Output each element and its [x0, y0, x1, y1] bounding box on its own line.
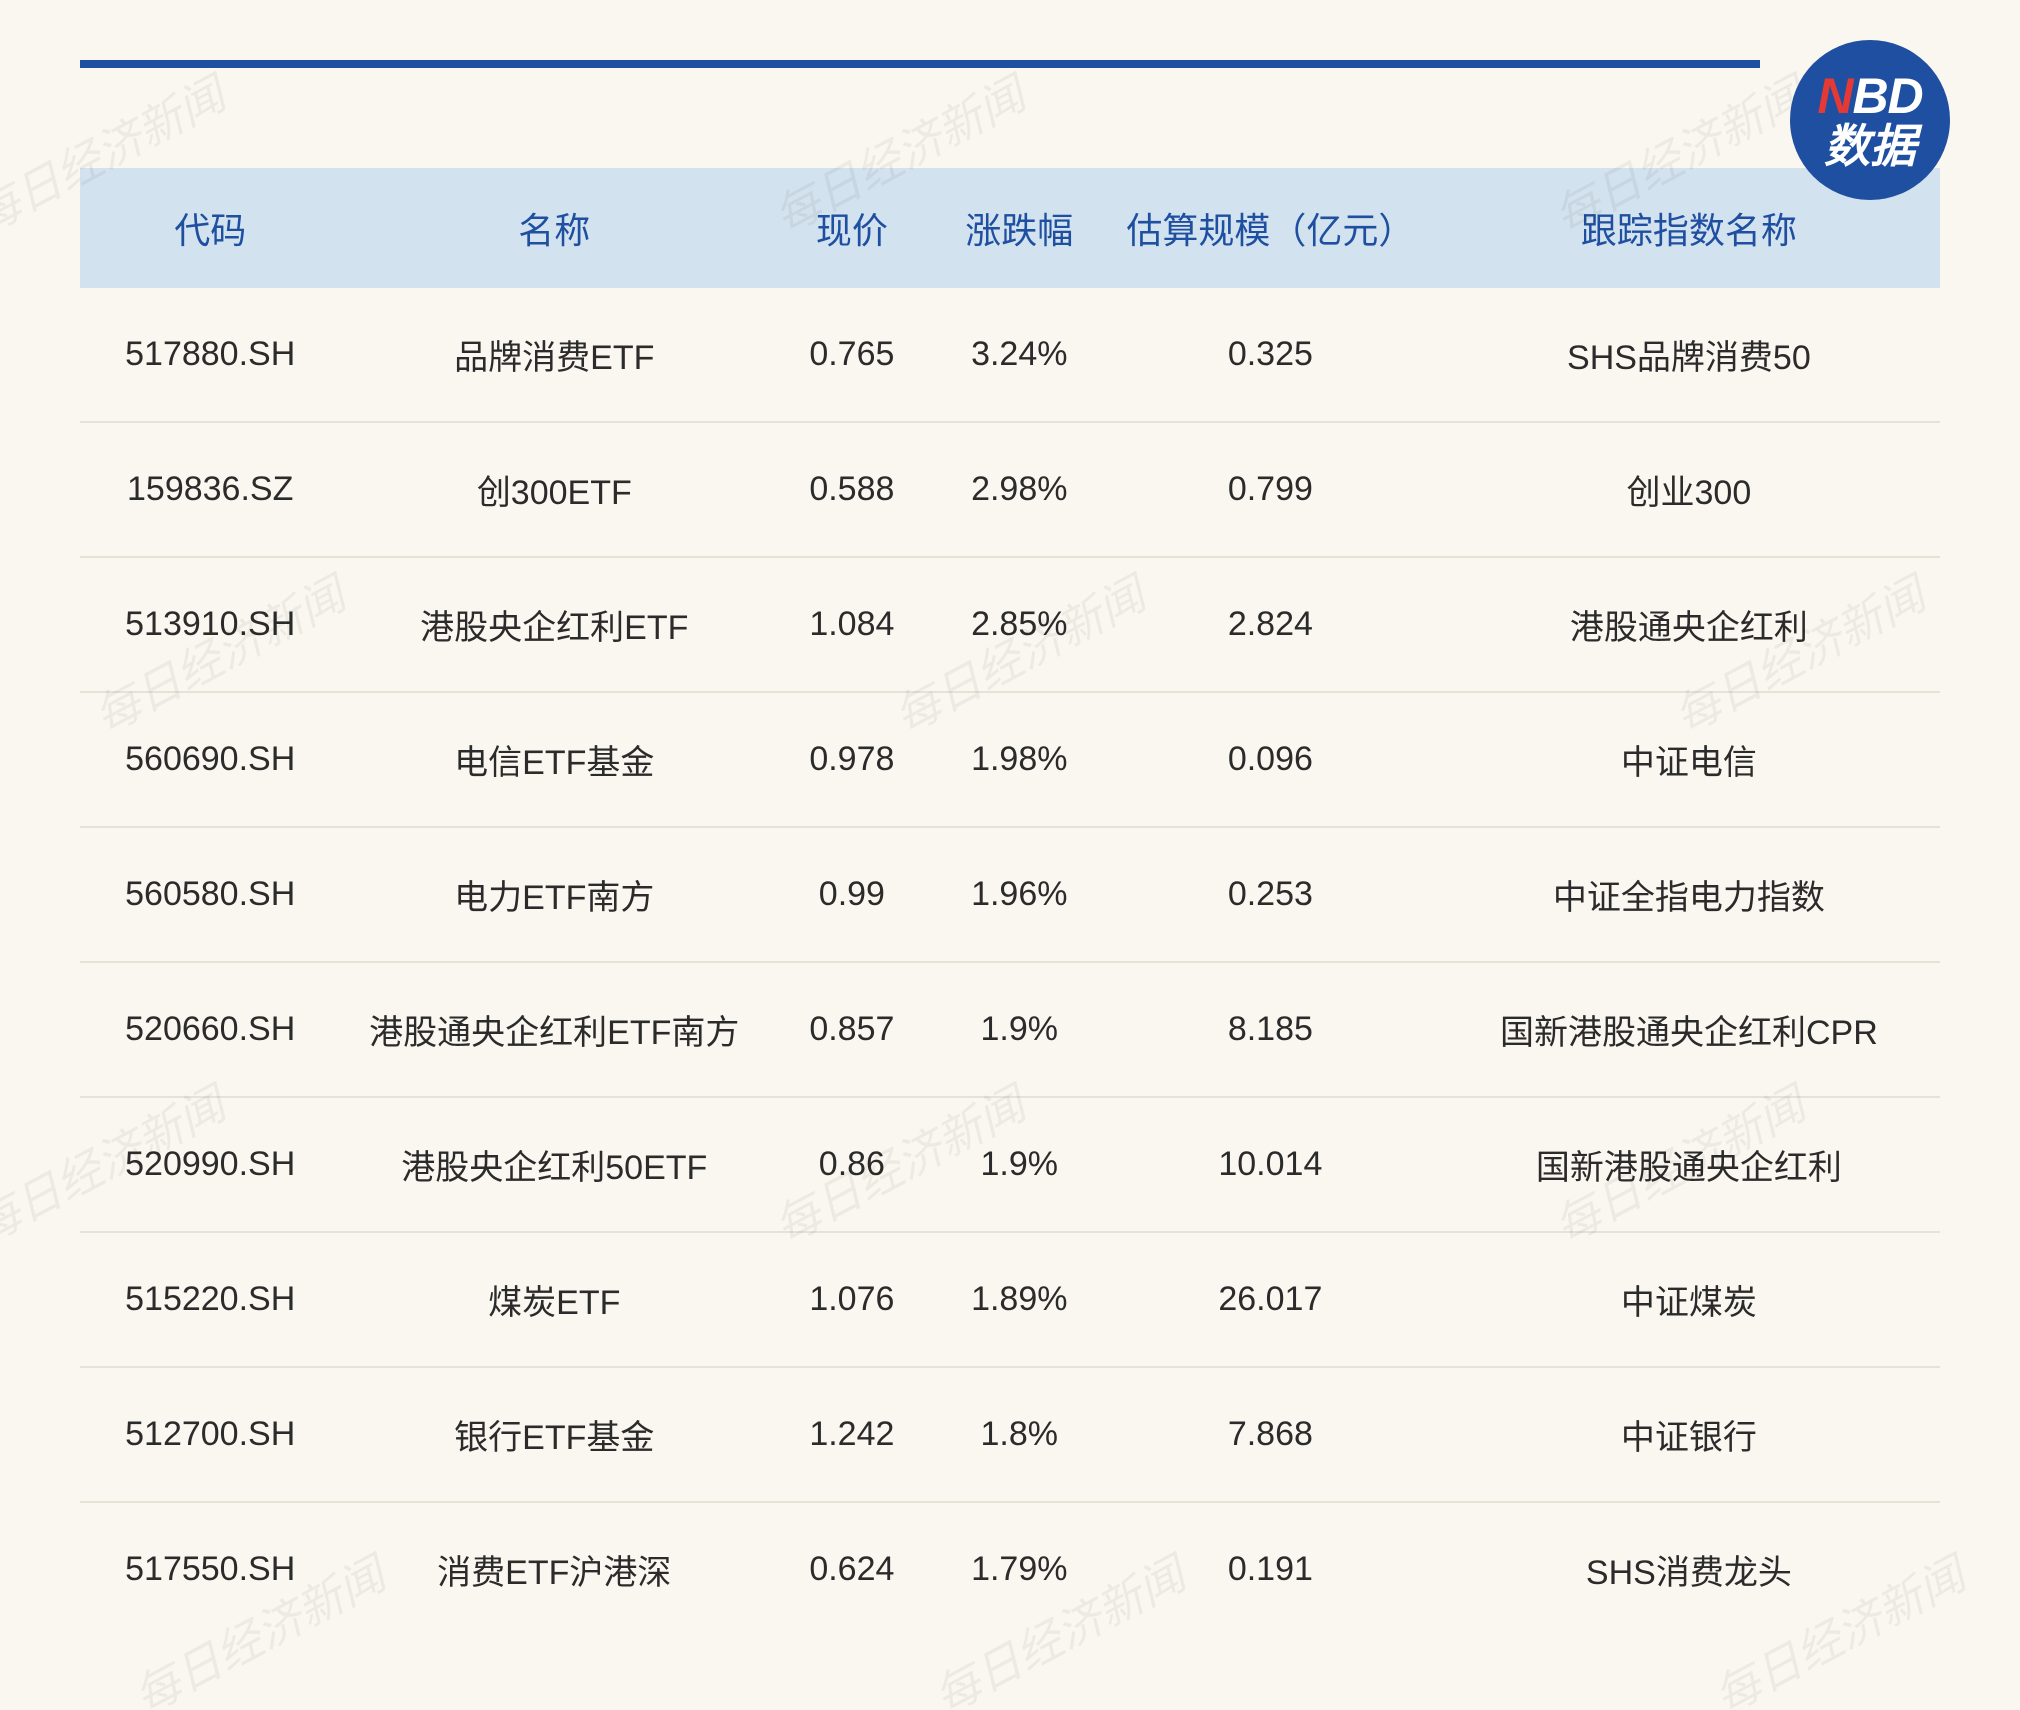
logo-letters-bd: BD [1852, 68, 1922, 124]
cell-change: 3.24% [936, 288, 1103, 422]
cell-scale: 0.191 [1103, 1502, 1438, 1636]
cell-name: 创300ETF [340, 422, 768, 557]
logo-letter-n: N [1817, 68, 1852, 124]
cell-name: 消费ETF沪港深 [340, 1502, 768, 1636]
cell-name: 银行ETF基金 [340, 1367, 768, 1502]
col-header-price: 现价 [768, 168, 935, 288]
cell-code: 517550.SH [80, 1502, 340, 1636]
cell-change: 2.98% [936, 422, 1103, 557]
cell-scale: 7.868 [1103, 1367, 1438, 1502]
logo-line1: NBD [1817, 70, 1922, 123]
cell-index: 创业300 [1438, 422, 1940, 557]
cell-price: 0.99 [768, 827, 935, 962]
cell-price: 0.86 [768, 1097, 935, 1232]
cell-index: 国新港股通央企红利 [1438, 1097, 1940, 1232]
cell-index: 中证电信 [1438, 692, 1940, 827]
cell-price: 0.978 [768, 692, 935, 827]
cell-name: 煤炭ETF [340, 1232, 768, 1367]
cell-index: 中证煤炭 [1438, 1232, 1940, 1367]
etf-table-wrap: 代码 名称 现价 涨跌幅 估算规模（亿元） 跟踪指数名称 517880.SH品牌… [80, 168, 1940, 1636]
table-row: 520990.SH港股央企红利50ETF0.861.9%10.014国新港股通央… [80, 1097, 1940, 1232]
col-header-code: 代码 [80, 168, 340, 288]
cell-change: 1.89% [936, 1232, 1103, 1367]
col-header-name: 名称 [340, 168, 768, 288]
cell-code: 560690.SH [80, 692, 340, 827]
table-row: 513910.SH港股央企红利ETF1.0842.85%2.824港股通央企红利 [80, 557, 1940, 692]
cell-change: 1.79% [936, 1502, 1103, 1636]
cell-scale: 0.096 [1103, 692, 1438, 827]
cell-price: 1.076 [768, 1232, 935, 1367]
cell-change: 1.9% [936, 962, 1103, 1097]
cell-price: 0.624 [768, 1502, 935, 1636]
top-rule [80, 60, 1760, 68]
table-row: 515220.SH煤炭ETF1.0761.89%26.017中证煤炭 [80, 1232, 1940, 1367]
cell-price: 0.588 [768, 422, 935, 557]
table-row: 560580.SH电力ETF南方0.991.96%0.253中证全指电力指数 [80, 827, 1940, 962]
cell-code: 517880.SH [80, 288, 340, 422]
cell-price: 0.765 [768, 288, 935, 422]
cell-name: 港股通央企红利ETF南方 [340, 962, 768, 1097]
cell-scale: 0.253 [1103, 827, 1438, 962]
cell-scale: 0.799 [1103, 422, 1438, 557]
col-header-change: 涨跌幅 [936, 168, 1103, 288]
cell-change: 1.9% [936, 1097, 1103, 1232]
cell-name: 港股央企红利50ETF [340, 1097, 768, 1232]
cell-index: 国新港股通央企红利CPR [1438, 962, 1940, 1097]
cell-change: 1.96% [936, 827, 1103, 962]
cell-code: 512700.SH [80, 1367, 340, 1502]
cell-scale: 8.185 [1103, 962, 1438, 1097]
cell-code: 513910.SH [80, 557, 340, 692]
cell-code: 520990.SH [80, 1097, 340, 1232]
cell-name: 品牌消费ETF [340, 288, 768, 422]
cell-index: SHS消费龙头 [1438, 1502, 1940, 1636]
cell-index: 中证全指电力指数 [1438, 827, 1940, 962]
table-body: 517880.SH品牌消费ETF0.7653.24%0.325SHS品牌消费50… [80, 288, 1940, 1636]
table-head: 代码 名称 现价 涨跌幅 估算规模（亿元） 跟踪指数名称 [80, 168, 1940, 288]
cell-code: 560580.SH [80, 827, 340, 962]
table-row: 520660.SH港股通央企红利ETF南方0.8571.9%8.185国新港股通… [80, 962, 1940, 1097]
cell-code: 515220.SH [80, 1232, 340, 1367]
cell-index: 港股通央企红利 [1438, 557, 1940, 692]
cell-scale: 26.017 [1103, 1232, 1438, 1367]
cell-scale: 0.325 [1103, 288, 1438, 422]
cell-code: 520660.SH [80, 962, 340, 1097]
cell-name: 电信ETF基金 [340, 692, 768, 827]
cell-change: 1.98% [936, 692, 1103, 827]
cell-code: 159836.SZ [80, 422, 340, 557]
cell-index: 中证银行 [1438, 1367, 1940, 1502]
table-row: 517880.SH品牌消费ETF0.7653.24%0.325SHS品牌消费50 [80, 288, 1940, 422]
table-header-row: 代码 名称 现价 涨跌幅 估算规模（亿元） 跟踪指数名称 [80, 168, 1940, 288]
etf-table: 代码 名称 现价 涨跌幅 估算规模（亿元） 跟踪指数名称 517880.SH品牌… [80, 168, 1940, 1636]
cell-name: 港股央企红利ETF [340, 557, 768, 692]
cell-scale: 2.824 [1103, 557, 1438, 692]
cell-price: 1.242 [768, 1367, 935, 1502]
cell-scale: 10.014 [1103, 1097, 1438, 1232]
cell-price: 1.084 [768, 557, 935, 692]
cell-change: 1.8% [936, 1367, 1103, 1502]
cell-change: 2.85% [936, 557, 1103, 692]
table-row: 560690.SH电信ETF基金0.9781.98%0.096中证电信 [80, 692, 1940, 827]
cell-index: SHS品牌消费50 [1438, 288, 1940, 422]
table-row: 517550.SH消费ETF沪港深0.6241.79%0.191SHS消费龙头 [80, 1502, 1940, 1636]
col-header-scale: 估算规模（亿元） [1103, 168, 1438, 288]
table-row: 159836.SZ创300ETF0.5882.98%0.799创业300 [80, 422, 1940, 557]
cell-price: 0.857 [768, 962, 935, 1097]
nbd-logo-badge: NBD 数据 [1790, 40, 1950, 200]
logo-line2: 数据 [1824, 122, 1916, 170]
cell-name: 电力ETF南方 [340, 827, 768, 962]
table-row: 512700.SH银行ETF基金1.2421.8%7.868中证银行 [80, 1367, 1940, 1502]
